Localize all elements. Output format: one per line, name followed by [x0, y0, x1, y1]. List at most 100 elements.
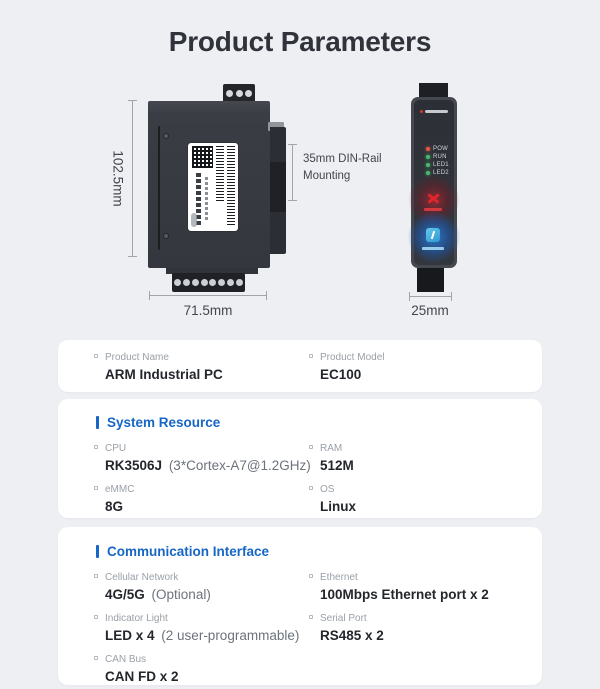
spec-value: CAN FD x 2: [105, 669, 179, 684]
width-dimension-line-front: [149, 291, 267, 300]
bullet-icon: [94, 656, 98, 660]
terminal-pin-icon: [191, 279, 199, 286]
led-row-pow: POW: [426, 146, 448, 152]
side-bottom-clip: [417, 268, 444, 292]
spec-item-ethernet: Ethernet 100Mbps Ethernet port x 2: [309, 572, 542, 604]
brand-logo-icon: [191, 213, 197, 227]
led-row-led2: LED2: [426, 170, 449, 176]
spec-item-product-name: Product Name ARM Industrial PC: [94, 352, 320, 384]
screw-icon: [163, 133, 169, 139]
spec-value: RK3506J: [105, 458, 163, 473]
side-top-clip: [419, 83, 448, 99]
front-slot-groove: [158, 126, 160, 250]
spec-label: Product Model: [320, 352, 385, 363]
spec-value: LED x 4: [105, 628, 155, 643]
top-terminal-block: [223, 84, 255, 103]
blue-badge-caption: [422, 247, 444, 250]
terminal-pin-icon: [173, 279, 181, 286]
spec-value: 4G/5G: [105, 587, 145, 602]
bullet-icon: [309, 615, 313, 619]
brand-logo-icon: [420, 109, 448, 114]
spec-item-product-model: Product Model EC100: [309, 352, 542, 384]
spec-label: Serial Port: [320, 613, 367, 624]
led-indicator-icon: [426, 163, 430, 167]
product-info-card: Product Name ARM Industrial PC Product M…: [58, 340, 542, 392]
terminal-pin-icon: [235, 90, 243, 97]
qr-code-icon: [192, 146, 213, 168]
din-rail-dimension-line: [288, 144, 297, 201]
spec-label: Indicator Light: [105, 613, 168, 624]
led-row-led1: LED1: [426, 162, 449, 168]
spec-item-os: OS Linux: [309, 484, 542, 516]
spec-label: eMMC: [105, 484, 135, 495]
bullet-icon: [309, 354, 313, 358]
din-rail-note: 35mm DIN-Rail Mounting: [303, 153, 382, 182]
bullet-icon: [94, 354, 98, 358]
spec-note: (Optional): [151, 587, 211, 602]
spec-item-emmc: eMMC 8G: [94, 484, 320, 516]
spec-label: CAN Bus: [105, 654, 147, 665]
led-label: LED2: [433, 170, 449, 176]
spec-note: (3*Cortex-A7@1.2GHz): [168, 458, 311, 473]
spec-item-can-bus: CAN Bus CAN FD x 2: [94, 654, 320, 686]
heading-bar-icon: [96, 545, 99, 558]
spec-note: (2 user-programmable): [161, 628, 300, 643]
led-indicator-icon: [426, 155, 430, 159]
spec-value: 8G: [105, 499, 124, 514]
led-row-run: RUN: [426, 154, 447, 160]
led-indicator-icon: [426, 171, 430, 175]
bullet-icon: [309, 445, 313, 449]
spec-value: 100Mbps Ethernet port x 2: [320, 587, 489, 602]
bullet-icon: [94, 486, 98, 490]
spec-value: 512M: [320, 458, 354, 473]
spec-item-cpu: CPU RK3506J (3*Cortex-A7@1.2GHz): [94, 443, 320, 475]
led-label: POW: [433, 146, 448, 152]
spec-label: RAM: [320, 443, 343, 454]
height-dimension-line: [128, 100, 137, 257]
width-dimension-label-front: 71.5mm: [183, 303, 233, 318]
bullet-icon: [94, 445, 98, 449]
bullet-icon: [309, 574, 313, 578]
terminal-pin-icon: [200, 279, 208, 286]
spec-value: Linux: [320, 499, 356, 514]
bullet-icon: [94, 574, 98, 578]
spec-item-cellular: Cellular Network 4G/5G (Optional): [94, 572, 320, 604]
spec-item-indicator-light: Indicator Light LED x 4 (2 user-programm…: [94, 613, 320, 645]
terminal-pin-icon: [182, 279, 190, 286]
bottom-terminal-block: [172, 273, 245, 292]
brand-wordmark: [425, 109, 448, 114]
card-heading: Communication Interface: [58, 544, 542, 559]
page-title: Product Parameters: [168, 26, 432, 57]
terminal-pin-icon: [218, 279, 226, 286]
system-resource-card: System Resource CPU RK3506J (3*Cortex-A7…: [58, 399, 542, 518]
product-sticker-label: [188, 143, 238, 231]
brand-dot-icon: [420, 110, 423, 113]
spec-label: CPU: [105, 443, 127, 454]
width-dimension-label-side: 25mm: [411, 303, 449, 318]
label-text-lines: [205, 177, 208, 221]
spec-value: EC100: [320, 367, 362, 382]
card-heading-text: System Resource: [107, 415, 221, 430]
spec-label: Product Name: [105, 352, 169, 363]
terminal-pin-icon: [209, 279, 217, 286]
din-rail-clip-notch: [270, 162, 286, 212]
spec-value: ARM Industrial PC: [105, 367, 223, 382]
barcode-icon: [227, 146, 235, 225]
bullet-icon: [94, 615, 98, 619]
screw-icon: [163, 233, 169, 239]
height-dimension-label: 102.5mm: [110, 150, 126, 207]
bullet-icon: [309, 486, 313, 490]
terminal-pin-icon: [227, 279, 235, 286]
heading-bar-icon: [96, 416, 99, 429]
barcode-icon: [216, 146, 224, 201]
terminal-pin-icon: [236, 279, 243, 286]
spec-item-serial-port: Serial Port RS485 x 2: [309, 613, 542, 645]
width-dimension-line-side: [409, 292, 452, 301]
red-logo-icon: [427, 192, 440, 203]
spec-value: RS485 x 2: [320, 628, 384, 643]
module-chip-icon: [426, 228, 440, 242]
front-bottom-step: [166, 268, 258, 274]
spec-label: Ethernet: [320, 572, 358, 583]
led-label: RUN: [433, 154, 447, 160]
